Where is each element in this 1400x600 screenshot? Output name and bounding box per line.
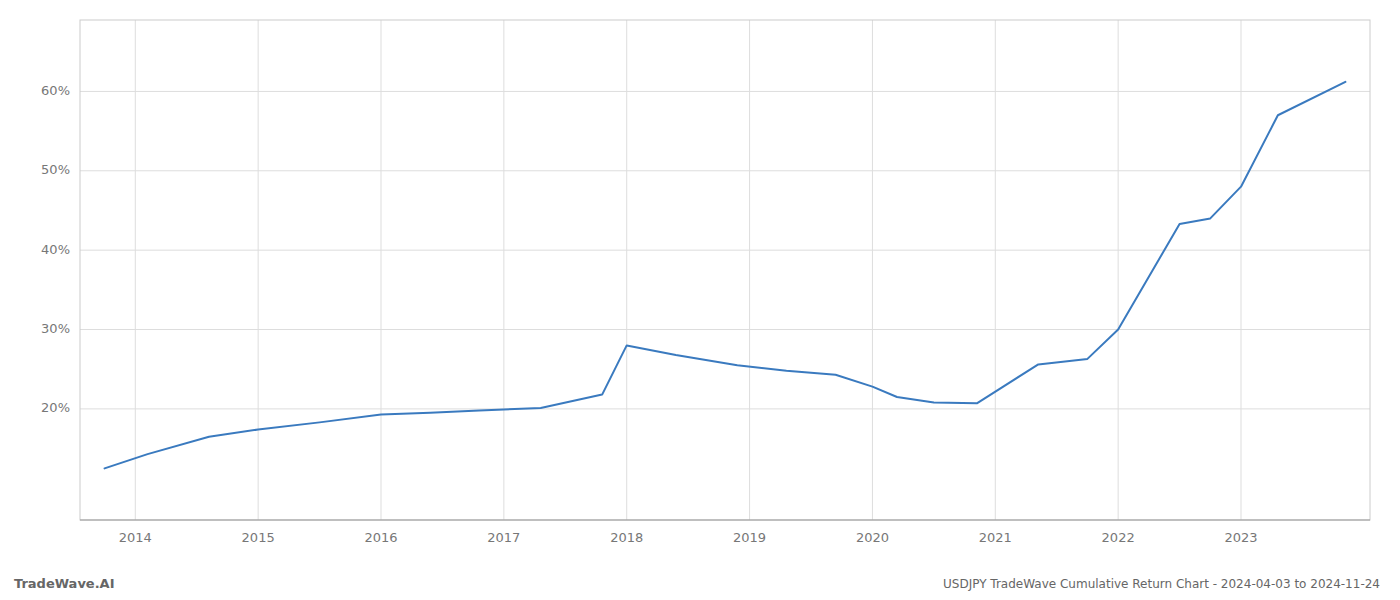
x-grid-line: [258, 20, 259, 520]
y-grid-line: [80, 170, 1370, 171]
x-grid-line: [626, 20, 627, 520]
watermark: TradeWave.AI: [14, 576, 115, 591]
x-tick-label: 2020: [856, 530, 889, 545]
x-tick-label: 2018: [610, 530, 643, 545]
y-tick-label: 40%: [41, 242, 70, 257]
x-tick-label: 2019: [733, 530, 766, 545]
x-grid-line: [503, 20, 504, 520]
y-tick-label: 30%: [41, 321, 70, 336]
x-grid-line: [135, 20, 136, 520]
x-grid-line: [872, 20, 873, 520]
x-tick-label: 2021: [979, 530, 1012, 545]
plot-frame: [80, 20, 1370, 520]
grid: [80, 20, 1370, 520]
data-layer: [105, 82, 1346, 469]
chart-container: 20% 30% 40% 50% 60% 2014 2015 2016 2017 2018 2019 2…: [0, 0, 1400, 600]
y-grid-line: [80, 329, 1370, 330]
x-tick-label: 2017: [487, 530, 520, 545]
x-tick-label: 2022: [1102, 530, 1135, 545]
x-grid-line: [1241, 20, 1242, 520]
x-grid-line: [381, 20, 382, 520]
y-grid-line: [80, 408, 1370, 409]
y-grid-line: [80, 91, 1370, 92]
x-tick-label: 2015: [242, 530, 275, 545]
series-line: [105, 82, 1346, 469]
chart-title: USDJPY TradeWave Cumulative Return Chart…: [943, 577, 1380, 591]
y-tick-label: 50%: [41, 162, 70, 177]
x-axis-line: [80, 520, 1370, 521]
chart-svg: 20% 30% 40% 50% 60% 2014 2015 2016 2017 2018 2019 2…: [0, 0, 1400, 600]
x-tick-label: 2023: [1224, 530, 1257, 545]
y-tick-label: 60%: [41, 83, 70, 98]
x-grid-line: [995, 20, 996, 520]
axes: 20% 30% 40% 50% 60% 2014 2015 2016 2017 2018 2019 2…: [41, 20, 1370, 545]
x-grid-line: [749, 20, 750, 520]
y-grid-line: [80, 250, 1370, 251]
x-grid-line: [1118, 20, 1119, 520]
x-tick-label: 2014: [119, 530, 152, 545]
y-tick-label: 20%: [41, 400, 70, 415]
x-tick-label: 2016: [364, 530, 397, 545]
